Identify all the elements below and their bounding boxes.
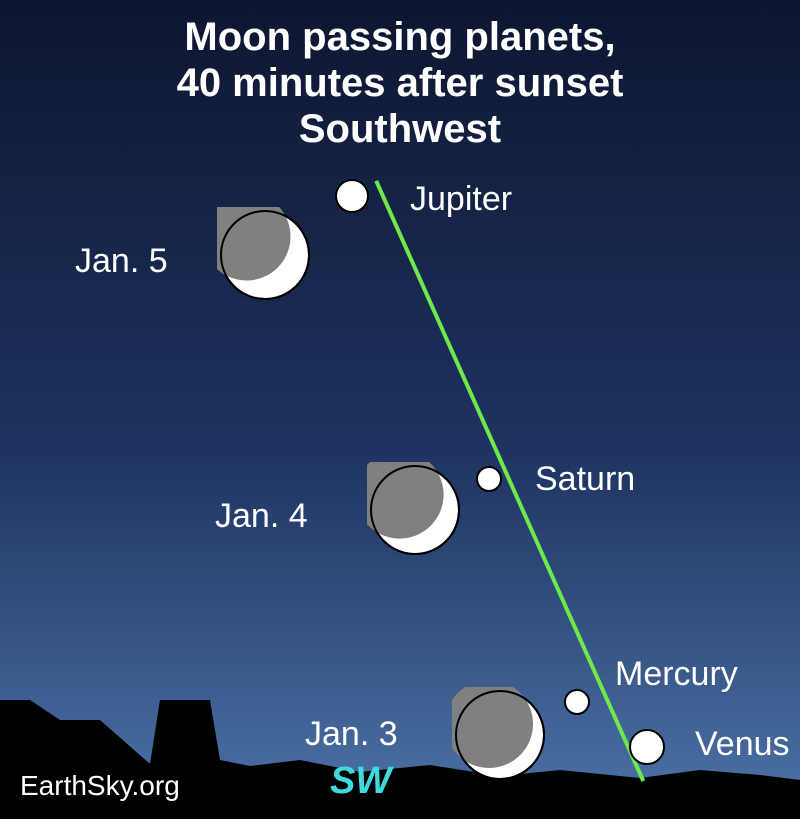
moon-2: [367, 462, 463, 558]
planet-label-jupiter: Jupiter: [410, 180, 512, 219]
planet-label-mercury: Mercury: [615, 655, 738, 694]
planet-mercury: [564, 689, 590, 715]
planet-saturn: [476, 466, 502, 492]
moon-3: [452, 687, 548, 783]
planet-jupiter: [335, 179, 369, 213]
chart-title: Moon passing planets, 40 minutes after s…: [0, 14, 800, 152]
credit-text: EarthSky.org: [20, 770, 180, 802]
planet-venus: [629, 729, 665, 765]
planet-label-venus: Venus: [695, 725, 790, 764]
moon-date-label-1: Jan. 5: [75, 242, 168, 281]
planet-label-saturn: Saturn: [535, 460, 635, 499]
moon-date-label-2: Jan. 4: [215, 497, 308, 536]
direction-label: SW: [330, 760, 391, 803]
sky-chart: Jan. 5 Jan. 4 Jan. 3 Jupiter Saturn Mercury V…: [0, 0, 800, 819]
moon-date-label-3: Jan. 3: [305, 715, 398, 754]
moon-1: [217, 207, 313, 303]
